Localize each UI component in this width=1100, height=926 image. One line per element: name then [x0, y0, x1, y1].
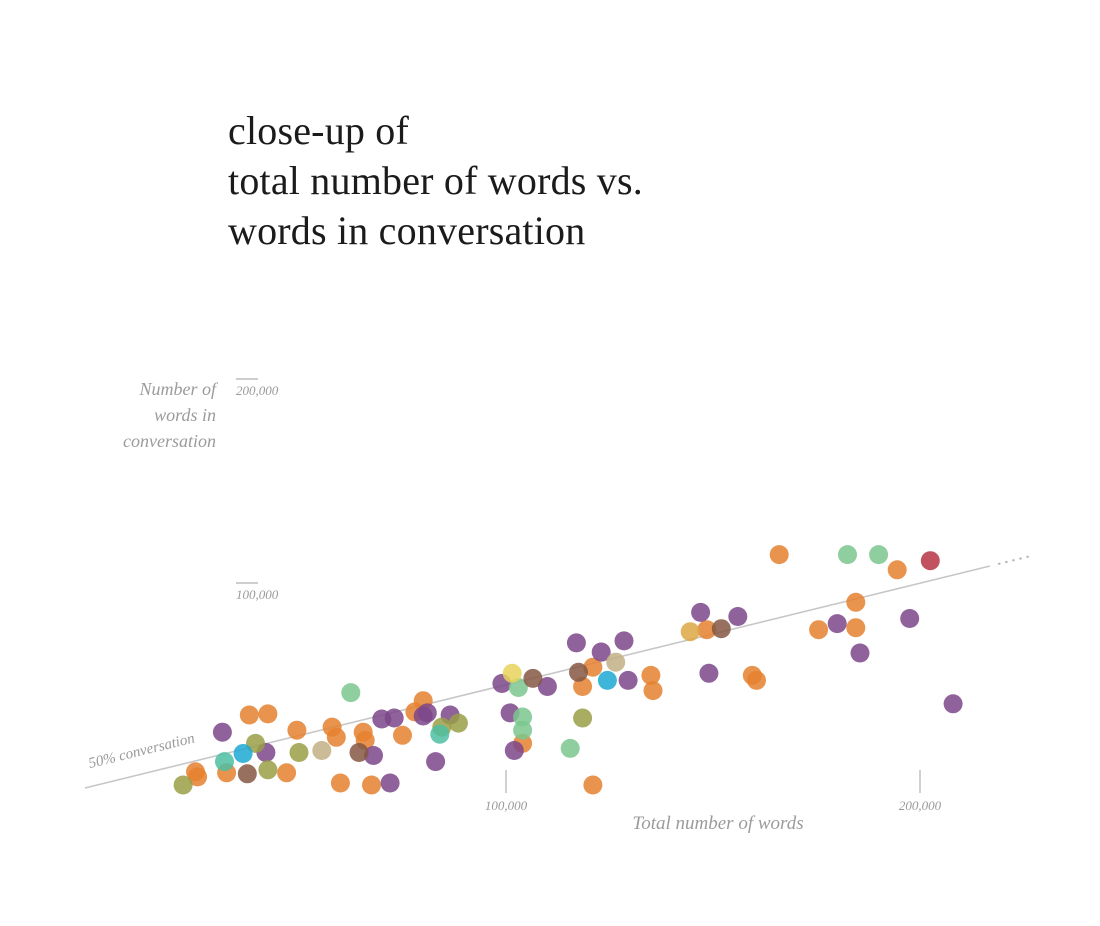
y-axis-label: Number of words in conversation	[70, 376, 216, 454]
chart-title-line1: close-up of	[228, 108, 410, 153]
data-point	[258, 704, 278, 724]
data-point	[691, 602, 711, 622]
x-axis-tick-label-200k: 200,000	[898, 798, 942, 813]
data-point	[212, 722, 232, 742]
reference-line-dotted-continuation	[997, 555, 1032, 565]
data-point	[597, 670, 617, 690]
data-point	[188, 767, 208, 787]
data-point	[237, 764, 257, 784]
data-point	[233, 744, 253, 763]
y-axis-tick-label-200k: 200,000	[236, 383, 279, 398]
data-point	[569, 662, 588, 682]
data-point	[349, 743, 369, 762]
data-point	[618, 670, 638, 690]
data-point	[900, 609, 920, 628]
data-point	[869, 545, 889, 565]
data-point	[287, 720, 307, 740]
data-point	[312, 741, 332, 760]
data-point	[697, 620, 717, 640]
chart-title-line2: total number of words vs.	[228, 158, 643, 203]
data-point	[591, 642, 611, 662]
data-point	[215, 752, 234, 772]
data-point	[504, 741, 524, 760]
data-point	[573, 708, 593, 728]
data-point	[920, 551, 940, 571]
data-point	[448, 713, 468, 733]
data-point	[728, 607, 748, 626]
data-point	[769, 545, 789, 565]
data-point	[711, 619, 731, 639]
data-point	[502, 663, 522, 683]
data-point	[277, 763, 297, 783]
x-axis-tick-label-100k: 100,000	[484, 798, 528, 813]
y-axis-label-line3: conversation	[123, 431, 216, 451]
data-point	[838, 545, 857, 565]
x-axis-label: Total number of words	[632, 813, 804, 834]
data-point	[560, 738, 580, 758]
data-point	[417, 703, 437, 723]
data-point	[330, 773, 350, 793]
y-axis-tick-label-100k: 100,000	[236, 587, 279, 602]
data-point	[393, 725, 412, 745]
data-point	[289, 743, 309, 762]
chart-title: close-up of total number of words vs. wo…	[228, 106, 643, 256]
data-point	[680, 622, 700, 642]
data-point	[326, 727, 346, 747]
y-axis-label-line1: Number of	[139, 379, 217, 399]
data-point	[239, 705, 259, 725]
data-point	[523, 668, 543, 688]
data-point	[384, 708, 404, 728]
data-point	[566, 633, 586, 653]
data-point	[827, 614, 847, 634]
y-axis-label-line2: words in	[154, 405, 216, 425]
data-point	[583, 775, 603, 795]
data-point	[341, 683, 361, 703]
data-point	[513, 707, 533, 727]
data-point	[846, 592, 866, 612]
data-point	[583, 657, 603, 677]
data-point	[537, 677, 557, 696]
data-point	[364, 746, 383, 765]
data-point	[699, 663, 719, 683]
data-point	[846, 618, 866, 638]
data-point	[173, 775, 193, 795]
data-point	[641, 665, 661, 685]
data-point	[747, 670, 766, 690]
data-point	[508, 678, 528, 697]
scatter-points	[173, 545, 963, 795]
data-point	[430, 724, 450, 744]
data-point	[809, 620, 829, 640]
data-point	[380, 773, 400, 793]
data-point	[362, 775, 381, 795]
data-point	[887, 560, 907, 580]
data-point	[606, 652, 626, 672]
chart-title-line3: words in conversation	[228, 208, 586, 253]
data-point	[513, 720, 533, 740]
data-point	[643, 681, 663, 701]
data-point	[614, 631, 634, 651]
data-point	[258, 760, 278, 780]
data-point	[943, 694, 963, 714]
data-point	[426, 752, 446, 772]
data-point	[850, 643, 870, 663]
